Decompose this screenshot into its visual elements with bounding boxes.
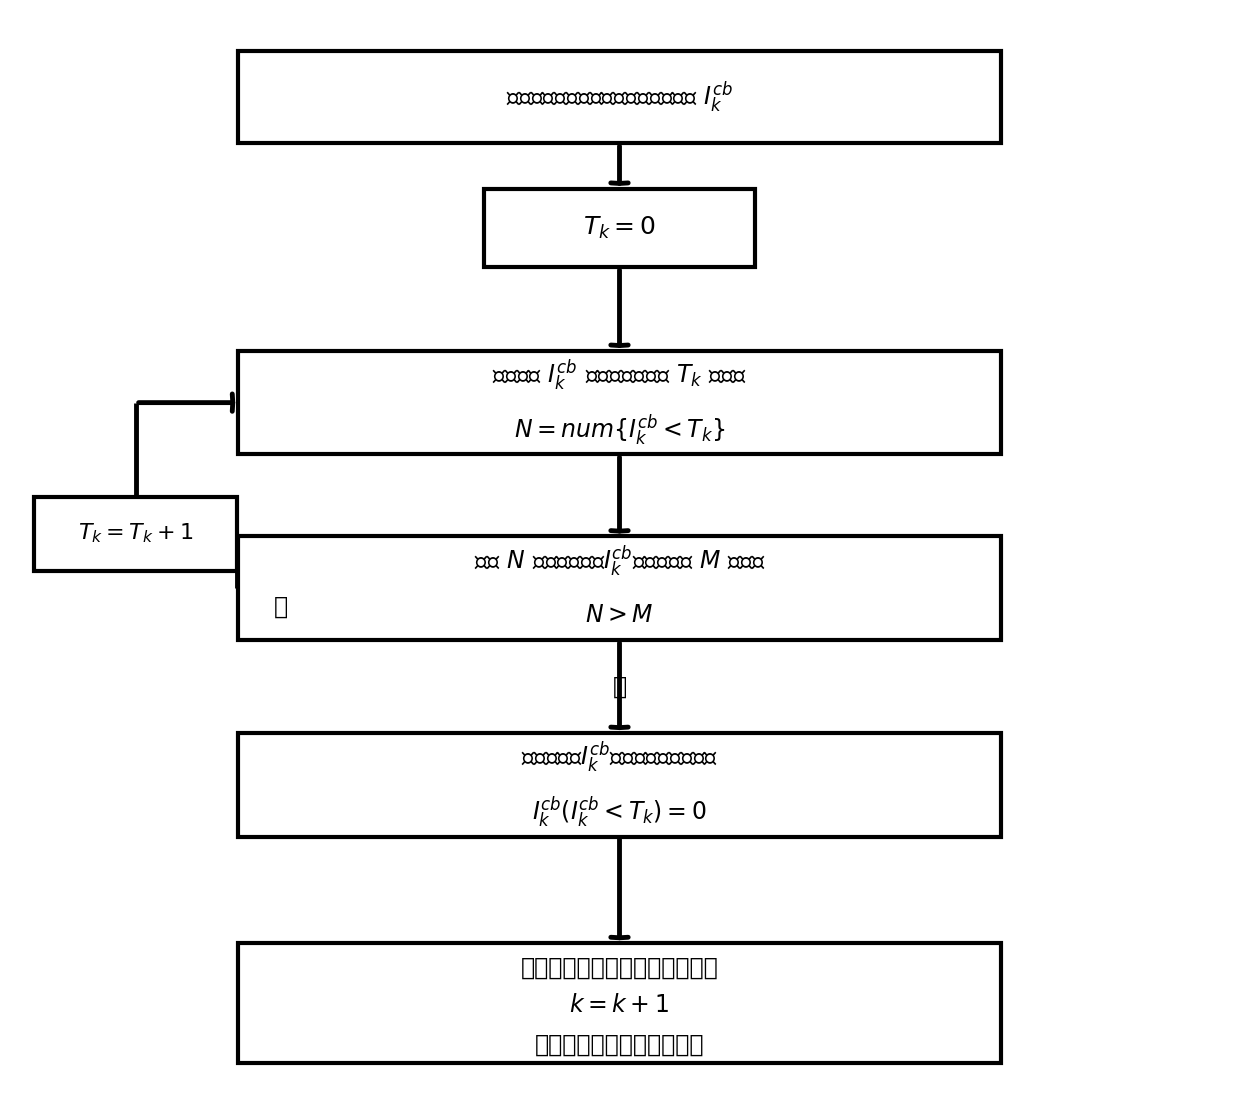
Text: 统计图像 $I_k^{cb}$ 中灰度小于阈值 $T_k$ 的个数: 统计图像 $I_k^{cb}$ 中灰度小于阈值 $T_k$ 的个数 xyxy=(492,358,747,393)
Text: $k = k+1$: $k = k+1$ xyxy=(570,993,669,1018)
Bar xyxy=(484,189,755,267)
Bar xyxy=(238,733,1001,837)
Text: 直到所有暗场图像均已去噪: 直到所有暗场图像均已去噪 xyxy=(535,1033,704,1056)
Text: 否: 否 xyxy=(274,595,289,619)
Text: $N > M$: $N > M$ xyxy=(585,604,654,627)
Text: 对下一幅暗场图像进行了处理，: 对下一幅暗场图像进行了处理， xyxy=(520,956,719,980)
Text: 是: 是 xyxy=(612,674,627,698)
Text: 判断 $N$ 是否大于图像$I_k^{cb}$总像素个数 $M$ 的一半: 判断 $N$ 是否大于图像$I_k^{cb}$总像素个数 $M$ 的一半 xyxy=(473,543,766,579)
Text: $N = \mathit{num}\{I_k^{cb} < T_k\}$: $N = \mathit{num}\{I_k^{cb} < T_k\}$ xyxy=(514,412,725,448)
Bar xyxy=(238,51,1001,143)
Text: 对暗场图像$I_k^{cb}$进行了阈值去噪处理: 对暗场图像$I_k^{cb}$进行了阈值去噪处理 xyxy=(520,739,719,776)
Text: $T_k = 0$: $T_k = 0$ xyxy=(584,214,655,241)
Text: $I_k^{cb}(I_k^{cb} < T_k) = 0$: $I_k^{cb}(I_k^{cb} < T_k) = 0$ xyxy=(533,794,706,829)
Bar xyxy=(35,496,238,571)
Bar xyxy=(238,351,1001,454)
Text: 找出一幅无背景光图像中的暗场图像 $I_k^{cb}$: 找出一幅无背景光图像中的暗场图像 $I_k^{cb}$ xyxy=(506,79,733,114)
Bar xyxy=(238,537,1001,640)
Text: $T_k = T_k + 1$: $T_k = T_k + 1$ xyxy=(78,521,193,546)
Bar xyxy=(238,943,1001,1063)
